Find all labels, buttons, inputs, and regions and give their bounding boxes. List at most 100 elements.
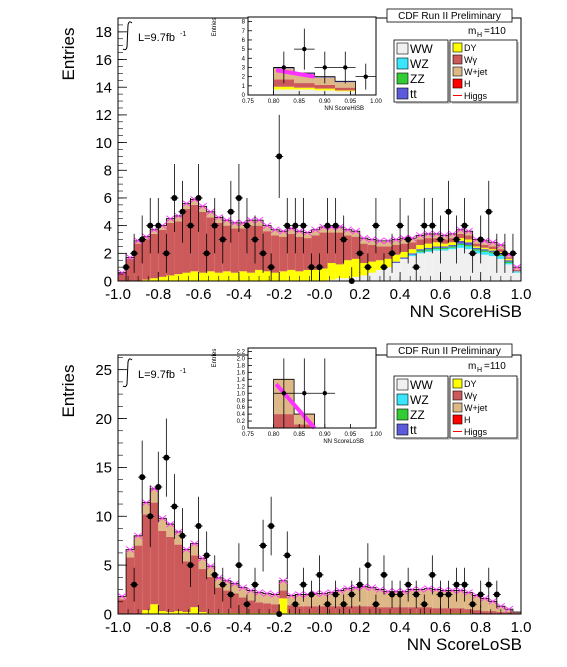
chart_data.0-xtick-label: -1.0 xyxy=(105,286,131,303)
chart_data.0-bar-W xyxy=(440,239,449,244)
chart_data.1-bar-Wjet xyxy=(303,594,312,607)
chart_data.0-bar-Wjet xyxy=(206,211,215,218)
chart_data.0-bar-WZ xyxy=(424,250,433,252)
chart_data.0-bar-W xyxy=(464,235,473,240)
chart_data.0.inset-data-point xyxy=(363,74,368,79)
inset-y-axis-title: Entries xyxy=(212,349,218,368)
chart_data.0-bar-DY xyxy=(303,269,312,281)
chart_data.0-xtick-label: 0.8 xyxy=(470,286,491,303)
chart_data.1.inset-xtick-label: 0.75 xyxy=(242,432,254,438)
chart_data.0-uncert-hatch xyxy=(222,216,232,224)
chart_data.0-uncert-hatch xyxy=(182,200,191,207)
chart_data.0-bar-W xyxy=(496,249,505,252)
chart_data.0-bar-Wjet xyxy=(230,222,239,229)
chart_data.1.inset-frame xyxy=(247,347,377,429)
chart_data.1-bar-Wjet xyxy=(246,590,256,601)
chart_data.1-ytick-label: 0 xyxy=(104,606,112,623)
mass-value: =110 xyxy=(484,361,506,372)
chart_data.0.inset-uncert-band xyxy=(275,68,315,79)
chart_data.0-bar-Wjet xyxy=(126,257,135,259)
chart_data.1-uncert-hatch xyxy=(133,532,143,540)
chart_data.0-uncert-hatch xyxy=(464,227,473,235)
chart_data.0-data-point xyxy=(195,194,202,201)
legend-label: WW xyxy=(410,42,433,56)
chart_data.0-bar-WW xyxy=(375,269,384,281)
chart_data.1.inset-ytick-label: 1.6 xyxy=(237,370,246,376)
chart_data.0-uncert-hatch xyxy=(351,227,361,235)
chart_data.0-bar-WW xyxy=(383,267,393,281)
chart_data.1-bar-DY xyxy=(166,612,175,614)
chart_data.1-bar-W xyxy=(383,607,393,614)
chart_data.1-data-point xyxy=(292,601,299,608)
chart_data.1-uncert-hatch xyxy=(496,602,506,610)
chart_data.0-data-point xyxy=(203,250,210,257)
chart_data.0-bar-DY xyxy=(383,258,393,268)
legend-swatch xyxy=(396,42,409,55)
legend-label: W+jet xyxy=(464,403,488,413)
chart_data.0-bar-DY xyxy=(408,249,417,254)
legend-label: tt xyxy=(410,423,417,437)
chart_data.0-data-point xyxy=(509,250,516,257)
chart_data.0-bar-W xyxy=(504,257,513,259)
chart_data.0-data-point xyxy=(147,222,154,229)
chart_data.1-data-point xyxy=(469,601,476,608)
chart_data.0.inset-xtick-label: 0.95 xyxy=(345,99,357,105)
chart_data.1-data-point xyxy=(397,591,404,598)
chart_data.0-bar-DY xyxy=(255,269,264,281)
legend-label: Wγ xyxy=(464,55,477,65)
chart_data.0-bar-DY xyxy=(198,272,207,281)
chart_data.1-bar-W xyxy=(182,561,191,613)
chart_data.0-bar-DY xyxy=(230,272,239,281)
chart_data.0-bar-ZZ xyxy=(480,250,489,252)
chart_data.0-bar-Wjet xyxy=(375,240,384,247)
chart_data.0.inset-xtick-label: 0.90 xyxy=(319,99,331,105)
chart_data.0-bar-DY xyxy=(400,251,409,258)
chart_data.0.inset-data-point xyxy=(302,46,307,52)
chart_data.0-bar-W xyxy=(424,238,433,244)
chart_data.0-bar-DY xyxy=(504,258,513,261)
chart_data.1-bar-Wjet xyxy=(295,594,304,607)
chart_data.0.inset-bar-DY xyxy=(294,87,315,90)
chart_data.1-data-point xyxy=(252,581,259,588)
chart_data.1-bar-Wjet xyxy=(432,589,441,609)
chart_data.0-uncert-hatch xyxy=(343,226,353,234)
chart_data.0-bar-WW xyxy=(472,253,481,281)
chart_data.0-bar-DY xyxy=(464,239,473,243)
chart_data.1.inset-ytick-label: 2.2 xyxy=(237,350,246,356)
chart_data.1-uncert-hatch xyxy=(270,591,280,598)
chart_data.0-bar-Wjet xyxy=(383,240,393,247)
chart_data.1.inset-xtick-label: 0.85 xyxy=(293,432,305,438)
chart_data.1-bar-Wjet xyxy=(166,524,175,537)
chart_data.1-xtick-label: -0.0 xyxy=(307,619,333,636)
chart_data.0-bar-Wjet xyxy=(408,238,417,243)
chart_data.0-bar-WZ xyxy=(440,249,449,251)
chart_data.0-bar-W xyxy=(150,233,159,279)
chart_data.0-bar-Wjet xyxy=(166,218,175,223)
chart_data.0-bar-W xyxy=(255,225,264,270)
chart_data.0-bar-DY xyxy=(343,260,352,279)
chart_data.0-bar-DY xyxy=(351,258,360,277)
chart_data.0-bar-W xyxy=(118,272,127,281)
chart_data.0-bar-W xyxy=(311,235,320,270)
chart_data.1-ytick-label: 20 xyxy=(95,411,112,428)
chart_data.0-uncert-hatch xyxy=(254,216,264,224)
chart_data.0-data-point xyxy=(123,264,130,271)
chart_data.0-data-point xyxy=(219,236,226,243)
chart_data.1-uncert-hatch xyxy=(125,546,135,553)
chart_data.0-uncert-hatch xyxy=(246,216,256,224)
chart_data.0-data-point xyxy=(364,264,371,271)
chart_data.0.inset-data-point xyxy=(322,65,327,70)
chart_data.0-bar-tt xyxy=(472,247,481,250)
chart_data.1-bar-DY xyxy=(150,604,159,614)
chart_data.1-data-point xyxy=(179,532,186,539)
chart_data.0-bar-Wjet xyxy=(279,231,288,237)
chart_data.1-bar-W xyxy=(222,590,231,614)
chart_data.1-uncert-hatch xyxy=(190,540,199,547)
chart_data.0-bar-tt xyxy=(440,246,449,248)
integral-icon xyxy=(122,358,133,388)
chart_data.0-bar-ZZ xyxy=(456,243,465,246)
chart_data.1-bar-W xyxy=(206,576,215,614)
chart_data.0-bar-DY xyxy=(238,271,247,281)
chart_data.0-bar-Wjet xyxy=(432,233,441,239)
